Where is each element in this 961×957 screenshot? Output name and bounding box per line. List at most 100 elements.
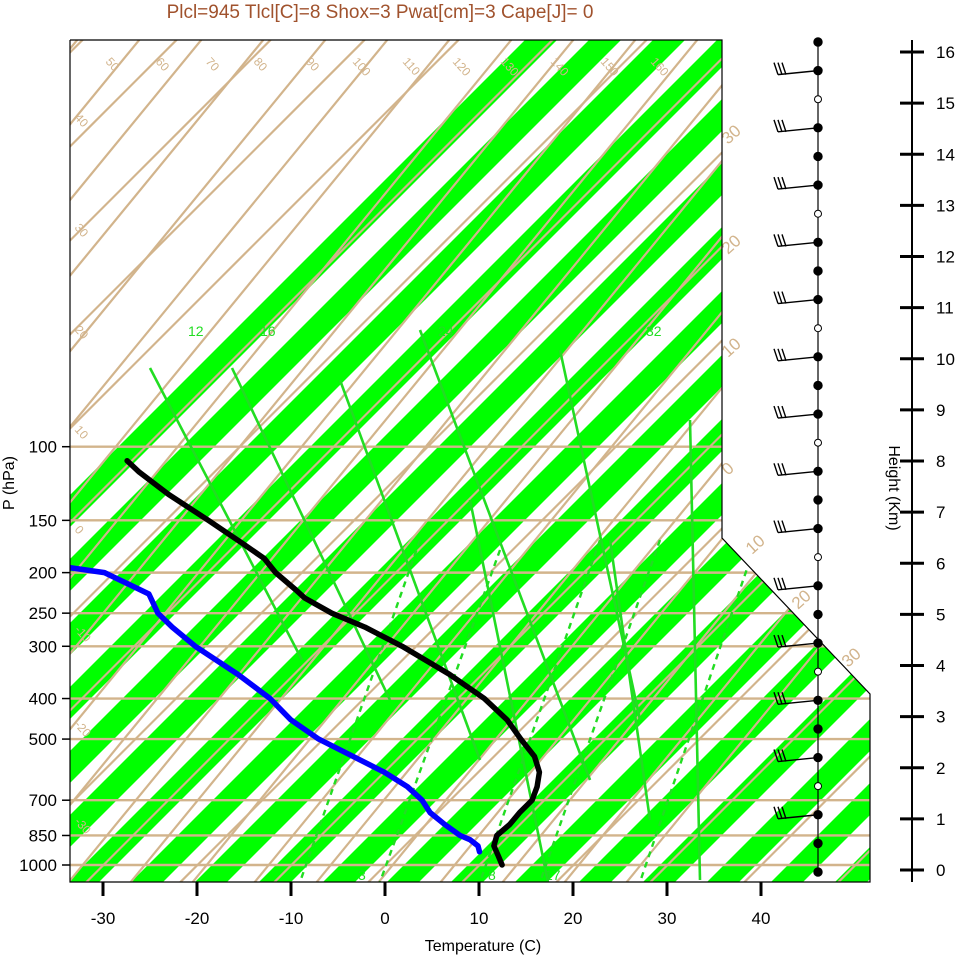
wind-barb-feather xyxy=(781,806,787,819)
temperature-tick-label: 10 xyxy=(470,909,489,928)
height-tick-label: 12 xyxy=(936,248,955,267)
wind-barb-feather xyxy=(773,176,779,190)
dry-adiabat-label: 100 xyxy=(350,55,374,79)
moist-band xyxy=(397,40,870,882)
wet-adiabat-label: 20 xyxy=(788,586,815,613)
moist-band xyxy=(781,40,870,882)
wind-level-marker xyxy=(814,438,822,447)
wind-barb-feather xyxy=(777,405,783,419)
wind-level-marker xyxy=(814,209,822,218)
moist-band xyxy=(77,40,870,882)
moist-band xyxy=(333,40,870,882)
mixing-ratio-label: 24 xyxy=(438,323,454,339)
height-tick-label: 7 xyxy=(936,503,945,522)
wind-level-marker xyxy=(813,266,823,276)
mixing-ratio-label: 17 xyxy=(545,867,561,883)
moist-band xyxy=(70,40,647,882)
wind-level-marker xyxy=(813,609,823,620)
isotherm-line xyxy=(161,40,870,882)
wind-barb-icon xyxy=(777,356,819,362)
isotherm-line xyxy=(70,40,782,882)
height-tick-label: 4 xyxy=(936,657,945,676)
isotherm-line xyxy=(70,40,406,882)
wind-barb-column xyxy=(773,37,823,877)
pressure-tick-label: 100 xyxy=(29,438,57,457)
mixing-ratio-dashed-line xyxy=(378,549,502,882)
wind-level-marker xyxy=(813,867,823,877)
wind-barb-feather xyxy=(777,62,783,75)
dry-adiabat-label: 50 xyxy=(103,55,123,75)
mixing-ratio-line xyxy=(148,367,304,661)
moist-band xyxy=(70,40,775,882)
wind-barb-feather xyxy=(777,749,783,762)
wind-barb-feather xyxy=(781,749,787,762)
pressure-tick-label: 400 xyxy=(29,690,57,709)
wind-level-marker xyxy=(813,380,823,391)
wind-barb-feather xyxy=(781,577,787,591)
height-tick-label: 11 xyxy=(936,299,954,318)
moist-band xyxy=(589,40,870,882)
isotherm-line xyxy=(443,40,870,882)
dry-adiabat-line xyxy=(70,40,731,882)
wind-barb-feather xyxy=(773,62,779,75)
wind-barb-feather xyxy=(773,520,779,533)
dry-adiabat-label: 120 xyxy=(450,55,474,79)
wind-barb-feather xyxy=(773,463,779,476)
wind-level-marker xyxy=(814,95,822,104)
mixing-ratio-lines xyxy=(148,329,752,882)
mixing-ratio-dashed-line xyxy=(638,559,752,882)
height-tick-label: 10 xyxy=(936,350,955,369)
wind-barb-feather xyxy=(781,234,787,247)
isotherm-line xyxy=(537,40,870,882)
dry-adiabat-label: 90 xyxy=(303,55,323,75)
wind-level-marker xyxy=(813,37,823,47)
wind-level-marker xyxy=(814,667,822,676)
wind-barb-feather xyxy=(773,348,779,362)
wind-barb-feather xyxy=(777,176,783,190)
wind-level-marker xyxy=(813,838,823,849)
temperature-tick-label: -30 xyxy=(91,909,116,928)
wind-barb-feather xyxy=(781,692,787,705)
mixing-ratio-label: 3 xyxy=(358,867,366,883)
wind-level-marker xyxy=(813,151,823,162)
wind-barb-feather xyxy=(781,176,787,190)
dry-adiabat-line xyxy=(70,40,297,882)
sounding-series xyxy=(70,457,543,868)
dewpoint-line xyxy=(70,457,483,855)
wind-level-marker xyxy=(814,782,822,791)
wind-barb-feather xyxy=(777,577,783,591)
height-tick-label: 1 xyxy=(936,810,945,829)
height-tick-label: 14 xyxy=(936,145,955,164)
wet-adiabat-label: 10 xyxy=(742,531,769,558)
mixing-ratio-line xyxy=(338,379,482,761)
mixing-ratio-label: 32 xyxy=(646,323,662,339)
height-tick-label: 0 xyxy=(936,861,945,880)
wind-barb-feather xyxy=(773,405,779,419)
wind-barb-feather xyxy=(781,463,787,476)
moist-band xyxy=(909,0,961,957)
wind-barb-feather xyxy=(773,634,779,648)
dry-adiabat-line xyxy=(70,40,855,882)
wind-barb-feather xyxy=(781,291,787,304)
wind-barb-feather xyxy=(773,119,779,133)
wind-barb-icon xyxy=(777,184,819,190)
mixing-ratio-line xyxy=(688,419,702,881)
wind-barb-icon xyxy=(777,756,819,763)
wind-barb-icon xyxy=(777,470,819,477)
dry-adiabat-label: 0 xyxy=(72,523,87,538)
wind-barb-icon xyxy=(777,585,819,591)
mixing-ratio-line xyxy=(230,367,392,701)
wind-barb-feather xyxy=(781,520,787,533)
isotherm-line xyxy=(70,40,594,882)
dry-adiabat-line xyxy=(70,40,421,882)
isotherm-line xyxy=(0,0,29,900)
wind-barb-feather xyxy=(773,806,779,819)
height-tick-label: 8 xyxy=(936,452,945,471)
dry-adiabat-line xyxy=(70,40,483,882)
wind-level-marker xyxy=(813,495,823,505)
chart-title: Plcl=945 Tlcl[C]=8 Shox=3 Pwat[cm]=3 Cap… xyxy=(167,2,594,23)
wind-barb-feather xyxy=(773,291,779,304)
wind-barb-feather xyxy=(777,520,783,533)
wet-adiabat-label: 30 xyxy=(838,644,865,671)
